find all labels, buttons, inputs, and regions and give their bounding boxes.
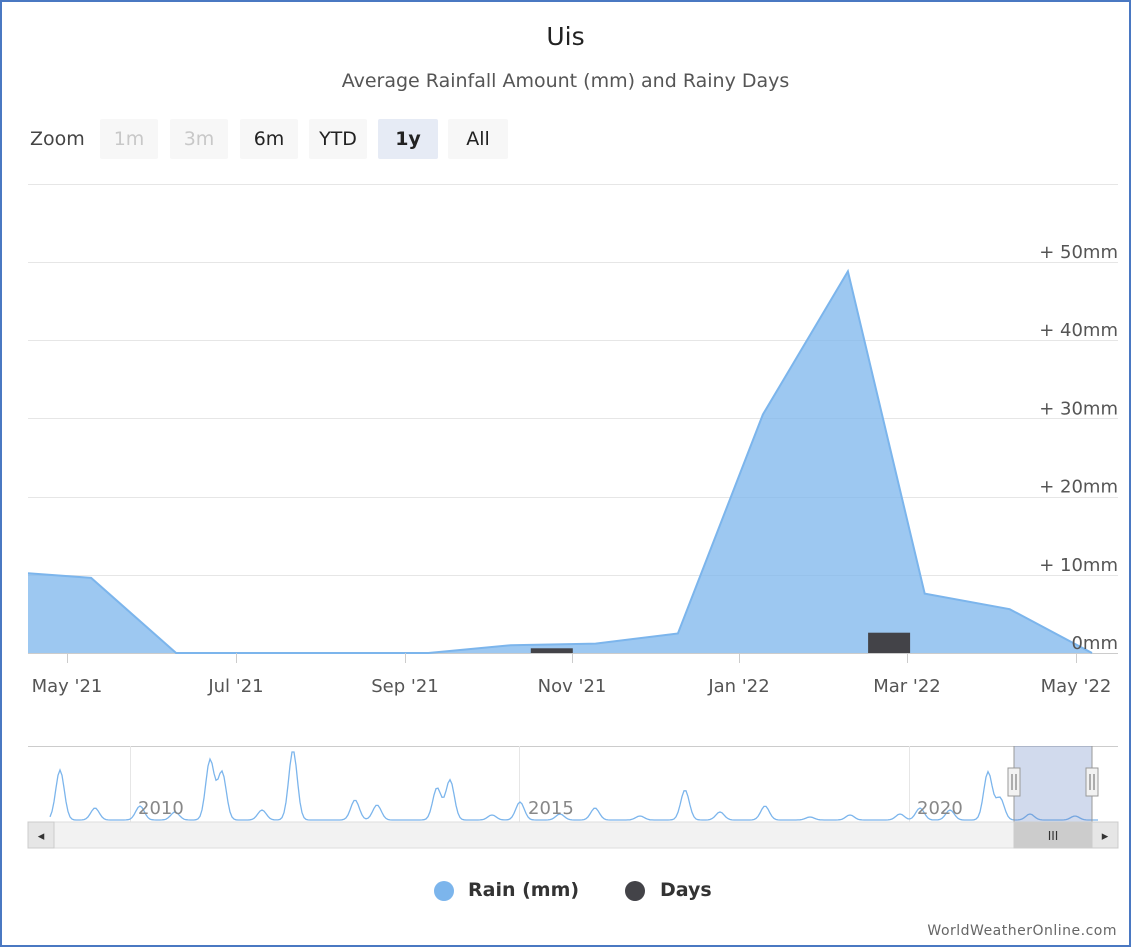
scroll-left-button[interactable] — [27, 821, 55, 849]
rain-series — [27, 268, 1093, 654]
zoom-label: Zoom — [30, 128, 85, 150]
x-axis: May '21 Jul '21 Sep '21 Nov '21 Jan '22 Mar '… — [32, 653, 1112, 697]
zoom-ytd-button[interactable]: YTD — [309, 119, 367, 159]
x-tick-label: May '21 — [32, 676, 103, 697]
zoom-1y-button[interactable]: 1y — [378, 119, 438, 159]
rain-line — [27, 268, 1093, 654]
x-tick-label: Mar '22 — [873, 676, 941, 697]
chart-subtitle: Average Rainfall Amount (mm) and Rainy D… — [341, 70, 790, 92]
zoom-1m-button[interactable]: 1m — [100, 119, 158, 159]
x-tick-label: Sep '21 — [371, 676, 439, 697]
zoom-3m-button[interactable]: 3m — [170, 119, 228, 159]
navigator[interactable]: 2010 2015 2020 — [28, 746, 1118, 822]
legend-rain-marker[interactable] — [434, 881, 454, 901]
zoom-6m-button[interactable]: 6m — [240, 119, 298, 159]
navigator-series-line — [49, 751, 1098, 821]
x-tick-label: Jan '22 — [707, 676, 769, 697]
scroll-right-arrow-icon: ▸ — [1102, 829, 1109, 844]
scrollbar-thumb[interactable] — [1013, 821, 1093, 849]
x-tick-label: May '22 — [1041, 676, 1112, 697]
y-tick-label: + 50mm — [1039, 242, 1118, 263]
y-tick-label: + 40mm — [1039, 320, 1118, 341]
navigator-year-lines — [130, 746, 910, 822]
scroll-right-button[interactable] — [1091, 821, 1119, 849]
y-axis: 0mm + 10mm + 20mm + 30mm + 40mm + 50mm — [1039, 242, 1118, 654]
scroll-left-arrow-icon: ◂ — [38, 829, 45, 844]
zoom-all-button[interactable]: All — [448, 119, 508, 159]
navigator-right-handle[interactable] — [1085, 767, 1099, 797]
credit-link[interactable]: WorldWeatherOnline.com — [927, 923, 1117, 939]
y-tick-label: 0mm — [1071, 633, 1118, 654]
days-bar-1[interactable] — [868, 632, 911, 653]
navigator-year-2020: 2020 — [917, 798, 963, 819]
days-bar-0[interactable] — [530, 648, 573, 653]
navigator-left-handle[interactable] — [1007, 767, 1021, 797]
y-tick-label: + 20mm — [1039, 477, 1118, 498]
rain-area-fill — [28, 271, 1092, 653]
days-series — [530, 632, 911, 653]
navigator-selection[interactable] — [1014, 746, 1092, 822]
navigator-year-2015: 2015 — [528, 798, 574, 819]
y-gridlines — [28, 184, 1118, 654]
navigator-year-2010: 2010 — [138, 798, 184, 819]
x-tick-label: Jul '21 — [207, 676, 263, 697]
scrollbar-grip-icon: III — [1048, 829, 1059, 843]
y-tick-label: + 10mm — [1039, 555, 1118, 576]
x-tick-label: Nov '21 — [538, 676, 607, 697]
legend-rain-label[interactable]: Rain (mm) — [468, 879, 580, 901]
scrollbar[interactable]: ◂ III ▸ — [27, 821, 1119, 849]
y-tick-label: + 30mm — [1039, 398, 1118, 419]
legend-days-marker[interactable] — [625, 881, 645, 901]
legend-days-label[interactable]: Days — [660, 879, 712, 901]
chart-title: Uis — [546, 22, 585, 51]
